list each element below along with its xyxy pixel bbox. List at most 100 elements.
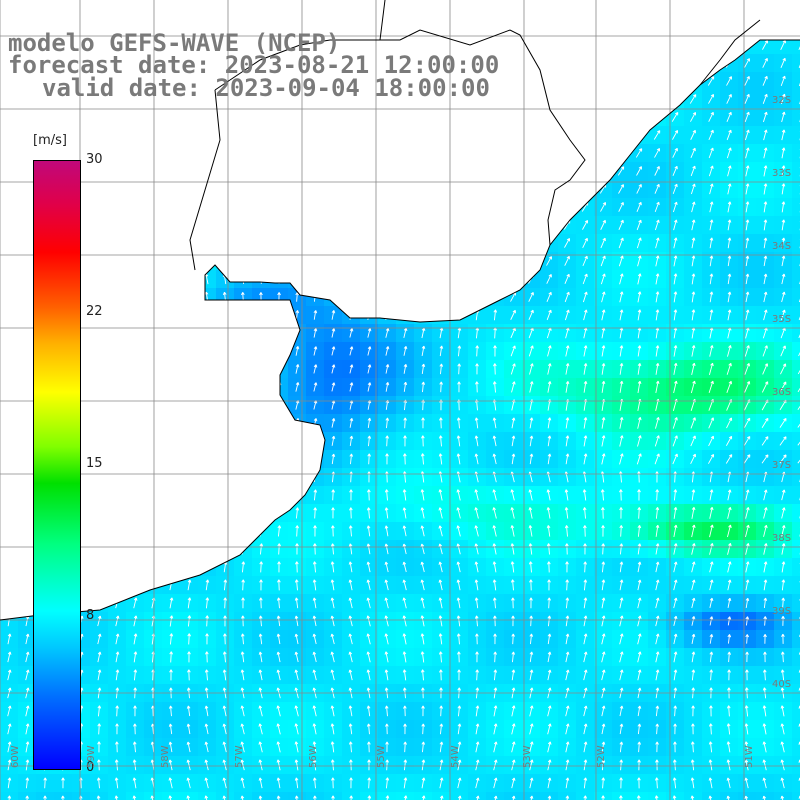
wind-arrow (781, 291, 786, 303)
wind-arrow (403, 777, 408, 789)
wind-arrow (277, 525, 282, 537)
wind-arrow (367, 417, 372, 428)
wind-arrow (133, 633, 138, 645)
wind-arrow (403, 435, 407, 447)
wind-arrow (547, 381, 552, 393)
wind-arrow (348, 741, 353, 753)
wind-arrow (367, 328, 372, 338)
wind-arrow (781, 111, 786, 123)
wind-speed-cell (792, 756, 800, 775)
wind-arrow (601, 417, 606, 429)
wind-arrow (240, 705, 245, 717)
title-line-1: modelo GEFS-WAVE (NCEP) (8, 29, 341, 57)
wind-arrow (25, 759, 30, 771)
wind-arrow (637, 669, 642, 681)
wind-arrow (277, 543, 282, 555)
wind-arrow (313, 543, 317, 555)
colorbar-tick-15: 15 (86, 456, 103, 471)
wind-arrow (168, 795, 173, 800)
wind-arrow (7, 777, 12, 789)
wind-arrow (420, 615, 425, 627)
wind-arrow (546, 543, 551, 555)
wind-speed-cell (702, 792, 721, 800)
wind-arrow (583, 543, 587, 555)
wind-arrow (366, 525, 371, 537)
wind-arrow (763, 273, 768, 285)
wind-arrow (600, 219, 606, 230)
wind-arrow (708, 435, 714, 447)
wind-arrow (672, 795, 677, 800)
wind-arrow (654, 183, 660, 194)
wind-arrow (331, 435, 336, 446)
wind-arrow (168, 741, 173, 753)
wind-arrow (745, 237, 750, 249)
wind-arrow (709, 309, 714, 321)
wind-arrow (780, 345, 786, 357)
wind-arrow (781, 633, 785, 644)
wind-arrow (745, 219, 750, 231)
wind-arrow (330, 615, 335, 627)
wind-arrow (673, 524, 678, 538)
wind-arrow (780, 741, 785, 753)
wind-arrow (619, 380, 624, 393)
wind-arrow (403, 327, 408, 338)
wind-arrow (312, 723, 317, 735)
wind-arrow (61, 777, 65, 789)
wind-arrow (583, 777, 588, 789)
wind-arrow (673, 291, 678, 303)
lat-label-34s: 34S (772, 241, 792, 252)
wind-arrow (276, 615, 281, 627)
wind-arrow (187, 579, 192, 591)
wind-arrow (619, 741, 624, 753)
wind-arrow (601, 380, 606, 393)
wind-arrow (708, 759, 713, 771)
wind-arrow (349, 507, 353, 519)
wind-arrow (349, 435, 354, 447)
lon-label-51w: 51W (744, 745, 755, 768)
wind-arrow (619, 651, 624, 663)
wind-arrow (402, 507, 407, 519)
wind-arrow (780, 759, 785, 771)
wind-arrow (492, 543, 497, 555)
wind-arrow (295, 346, 300, 356)
wind-arrow (601, 291, 606, 303)
wind-arrow (493, 669, 498, 681)
wind-arrow (547, 705, 552, 717)
wind-arrow (420, 507, 425, 519)
wind-arrow (277, 579, 281, 591)
wind-arrow (492, 453, 497, 465)
wind-arrow (763, 561, 768, 573)
wind-arrow (402, 597, 407, 609)
wind-arrow (583, 615, 588, 627)
wind-arrow (637, 309, 642, 321)
wind-arrow (637, 561, 642, 573)
wind-arrow (797, 423, 800, 428)
wind-arrow (727, 219, 732, 231)
wind-arrow (781, 147, 786, 159)
wind-arrow (709, 634, 714, 644)
wind-arrow (439, 723, 444, 735)
wind-arrow (222, 651, 227, 663)
wind-speed-cell (270, 792, 289, 800)
wind-arrow (475, 741, 480, 753)
wind-arrow (240, 759, 245, 771)
wind-arrow (25, 723, 30, 735)
wind-arrow (222, 669, 227, 681)
wind-arrow (294, 651, 299, 663)
wind-arrow (97, 723, 101, 735)
wind-arrow (492, 597, 497, 609)
wind-arrow (511, 723, 516, 735)
wind-arrow (528, 561, 533, 573)
wind-arrow (475, 651, 479, 663)
wind-arrow (708, 453, 715, 464)
wind-speed-cell (252, 792, 271, 800)
wind-arrow (779, 417, 787, 428)
wind-arrow (204, 759, 209, 771)
wind-arrow (403, 705, 407, 717)
wind-arrow (654, 166, 660, 176)
wind-arrow (366, 579, 371, 591)
wind-arrow (691, 723, 695, 735)
wind-arrow (745, 201, 750, 213)
wind-arrow (726, 795, 731, 800)
wind-arrow (690, 147, 696, 159)
